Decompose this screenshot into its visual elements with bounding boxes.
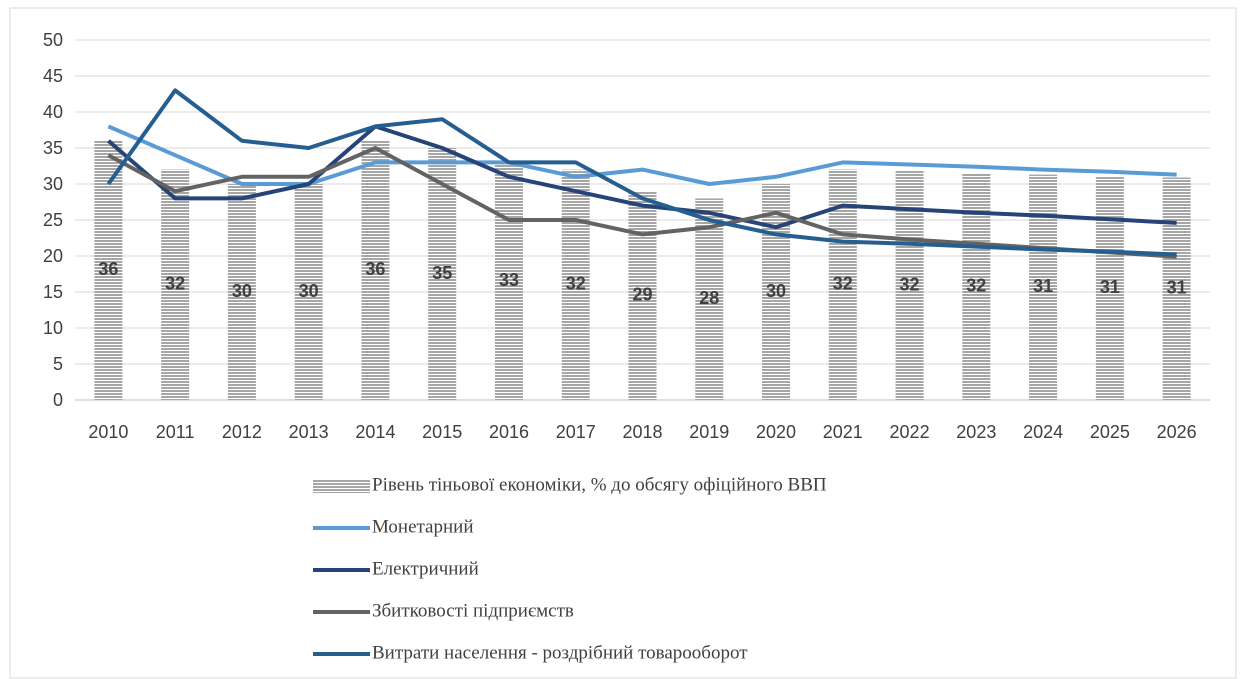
legend-label: Рівень тіньової економіки, % до обсягу о… xyxy=(372,474,827,495)
data-label: 29 xyxy=(632,284,652,304)
x-tick-label: 2022 xyxy=(890,422,930,442)
x-tick-label: 2015 xyxy=(422,422,462,442)
legend-label: Монетарний xyxy=(372,516,474,537)
y-tick-label: 20 xyxy=(43,246,63,266)
y-tick-label: 10 xyxy=(43,318,63,338)
data-label: 36 xyxy=(98,259,118,279)
y-tick-label: 50 xyxy=(43,30,63,50)
data-label: 32 xyxy=(966,275,986,295)
y-tick-label: 45 xyxy=(43,66,63,86)
data-label: 33 xyxy=(499,270,519,290)
data-label: 36 xyxy=(365,259,385,279)
y-tick-label: 0 xyxy=(53,390,63,410)
bar xyxy=(294,184,323,400)
legend-swatch xyxy=(313,479,370,493)
data-label: 28 xyxy=(699,288,719,308)
bar xyxy=(361,140,390,401)
y-tick-label: 25 xyxy=(43,210,63,230)
data-label: 32 xyxy=(900,274,920,294)
data-label: 30 xyxy=(766,281,786,301)
y-tick-label: 5 xyxy=(53,354,63,374)
bar xyxy=(762,184,791,400)
chart-border xyxy=(9,7,1237,679)
data-label: 30 xyxy=(232,281,252,301)
legend-label: Електричний xyxy=(372,558,479,579)
legend-label: Збитковості підприємств xyxy=(372,600,574,621)
y-tick-label: 30 xyxy=(43,174,63,194)
bar xyxy=(1162,177,1191,400)
x-tick-label: 2014 xyxy=(355,422,395,442)
x-tick-label: 2011 xyxy=(156,422,195,442)
x-tick-label: 2026 xyxy=(1157,422,1197,442)
line xyxy=(107,124,1177,186)
bar xyxy=(1095,176,1124,400)
y-tick-label: 35 xyxy=(43,138,63,158)
data-label: 32 xyxy=(566,274,586,294)
x-tick-label: 2023 xyxy=(956,422,996,442)
bar xyxy=(695,198,724,400)
x-tick-label: 2018 xyxy=(622,422,662,442)
bar xyxy=(628,191,657,400)
x-tick-label: 2010 xyxy=(88,422,128,442)
y-tick-label: 40 xyxy=(43,102,63,122)
bar xyxy=(161,169,190,400)
x-tick-label: 2016 xyxy=(489,422,529,442)
data-label: 32 xyxy=(833,274,853,294)
line xyxy=(106,88,1177,257)
data-label: 31 xyxy=(1100,277,1120,297)
bar xyxy=(494,162,523,400)
data-label: 32 xyxy=(165,274,185,294)
x-tick-label: 2021 xyxy=(823,422,863,442)
x-tick-label: 2013 xyxy=(289,422,329,442)
data-label: 30 xyxy=(299,281,319,301)
line xyxy=(107,146,1177,259)
x-tick-label: 2017 xyxy=(556,422,596,442)
bar xyxy=(1029,174,1058,400)
x-tick-label: 2012 xyxy=(222,422,262,442)
line xyxy=(107,124,1177,230)
legend-label: Витрати населення - роздрібний товарообо… xyxy=(372,642,748,663)
x-tick-label: 2024 xyxy=(1023,422,1063,442)
data-label: 35 xyxy=(432,263,452,283)
data-label: 31 xyxy=(1033,276,1053,296)
data-label: 31 xyxy=(1167,278,1187,298)
bar xyxy=(561,169,590,400)
bar xyxy=(227,184,256,400)
x-tick-label: 2020 xyxy=(756,422,796,442)
x-tick-label: 2019 xyxy=(689,422,729,442)
x-tick-label: 2025 xyxy=(1090,422,1130,442)
y-tick-label: 15 xyxy=(43,282,63,302)
